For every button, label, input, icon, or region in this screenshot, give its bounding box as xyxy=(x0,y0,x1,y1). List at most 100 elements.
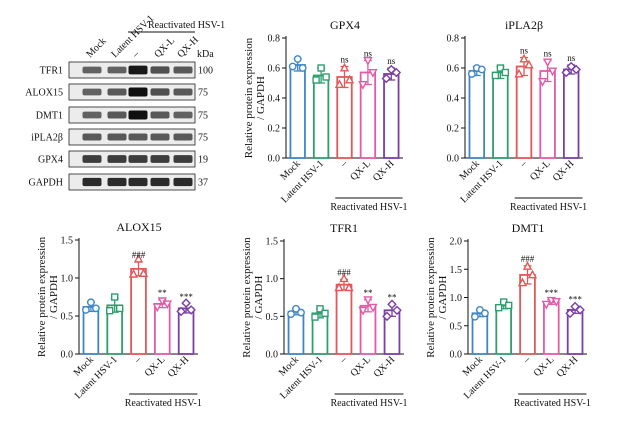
data-point xyxy=(128,268,139,278)
data-point xyxy=(517,277,528,287)
data-point xyxy=(467,70,476,78)
data-point xyxy=(527,269,538,279)
data-point xyxy=(571,64,581,75)
y-tick-label: 0.2 xyxy=(447,124,460,135)
blot-band xyxy=(107,66,127,74)
y-axis-label: / GAPDH xyxy=(255,76,267,120)
y-axis-label: Relative protein expression xyxy=(36,236,48,357)
data-point xyxy=(339,273,349,283)
data-point xyxy=(334,79,345,89)
significance-mark: ### xyxy=(337,267,351,277)
blot-row-label: GPX4 xyxy=(38,155,63,166)
y-tick-label: 1.5 xyxy=(61,236,74,247)
x-tick-label: QX-H xyxy=(555,354,580,379)
blot-band xyxy=(128,155,148,163)
blot-band xyxy=(107,133,127,141)
data-point xyxy=(115,304,124,313)
blot-band xyxy=(150,88,170,96)
y-tick-label: 0.4 xyxy=(447,94,460,105)
data-point xyxy=(110,293,119,301)
significance-mark: ns xyxy=(387,56,396,66)
y-axis-label: Relative protein expression xyxy=(425,237,437,358)
data-point xyxy=(87,298,95,307)
blot-band xyxy=(82,66,102,74)
data-point xyxy=(293,55,302,63)
bar xyxy=(495,304,512,355)
data-point xyxy=(105,306,114,315)
blot-band xyxy=(150,66,170,74)
data-point xyxy=(152,303,162,313)
data-point xyxy=(344,74,355,84)
significance-mark: *** xyxy=(179,292,193,302)
blot-band xyxy=(173,111,193,119)
significance-mark: ** xyxy=(388,292,398,302)
chart-title: iPLA2β xyxy=(505,18,543,32)
blot-band xyxy=(150,133,170,141)
blot-band xyxy=(82,111,102,119)
group-label: Reactivated HSV-1 xyxy=(514,398,591,409)
data-point xyxy=(311,313,319,321)
data-point xyxy=(537,77,548,87)
blot-band xyxy=(150,177,170,187)
blot-band xyxy=(150,111,170,119)
data-point xyxy=(561,67,571,78)
blot-group-label: Reactivated HSV-1 xyxy=(148,20,225,31)
data-point xyxy=(358,306,368,316)
data-point xyxy=(287,310,295,318)
y-tick-label: 0.8 xyxy=(447,34,460,45)
blot-band xyxy=(128,110,148,120)
blot-row-label: DMT1 xyxy=(36,111,63,122)
data-point xyxy=(133,253,144,263)
data-point xyxy=(312,76,320,84)
data-point xyxy=(505,301,513,310)
blot-kda-value: 19 xyxy=(198,155,208,166)
blot-band xyxy=(107,111,127,119)
blot-kda-value: 75 xyxy=(198,88,208,99)
blot-band xyxy=(107,155,127,163)
significance-mark: ### xyxy=(132,250,146,260)
y-axis-label: / GAPDH xyxy=(253,276,265,320)
chart-title: DMT1 xyxy=(512,221,545,235)
data-point xyxy=(519,53,529,63)
blot-band xyxy=(82,177,102,187)
data-point xyxy=(514,68,524,78)
blot-band xyxy=(107,177,127,187)
blot-kda-value: 75 xyxy=(198,111,208,122)
significance-mark: ns xyxy=(364,49,373,59)
data-point xyxy=(363,296,373,306)
y-tick-label: 0.2 xyxy=(268,124,281,135)
data-point xyxy=(92,304,100,313)
y-tick-label: 1.5 xyxy=(266,237,279,248)
y-axis-label: Relative protein expression xyxy=(243,37,255,158)
y-tick-label: 1.0 xyxy=(450,293,463,304)
chart-title: ALOX15 xyxy=(116,220,161,234)
significance-mark: *** xyxy=(545,288,559,298)
y-tick-label: 0.8 xyxy=(268,34,281,45)
y-tick-label: 0.6 xyxy=(447,64,460,75)
group-label: Reactivated HSV-1 xyxy=(330,398,407,409)
group-label: Reactivated HSV-1 xyxy=(330,202,407,213)
data-point xyxy=(344,282,354,292)
data-point xyxy=(541,300,551,310)
data-point xyxy=(82,306,90,314)
y-tick-label: 0.0 xyxy=(268,154,281,165)
y-tick-label: 1.5 xyxy=(450,265,463,276)
data-point xyxy=(542,58,553,68)
blot-row-label: ALOX15 xyxy=(25,88,63,99)
y-tick-label: 0.5 xyxy=(266,312,279,323)
y-tick-label: 0.0 xyxy=(266,350,279,361)
data-point xyxy=(292,304,300,313)
blot-kda-value: 75 xyxy=(198,133,208,144)
data-point xyxy=(363,57,373,66)
data-point xyxy=(391,67,402,78)
blot-kda-header: kDa xyxy=(197,49,214,60)
blot-band xyxy=(128,177,148,187)
data-point xyxy=(317,64,325,72)
blot-band xyxy=(173,133,193,141)
chart-title: TFR1 xyxy=(330,221,358,235)
chart-title: GPX4 xyxy=(330,18,360,32)
